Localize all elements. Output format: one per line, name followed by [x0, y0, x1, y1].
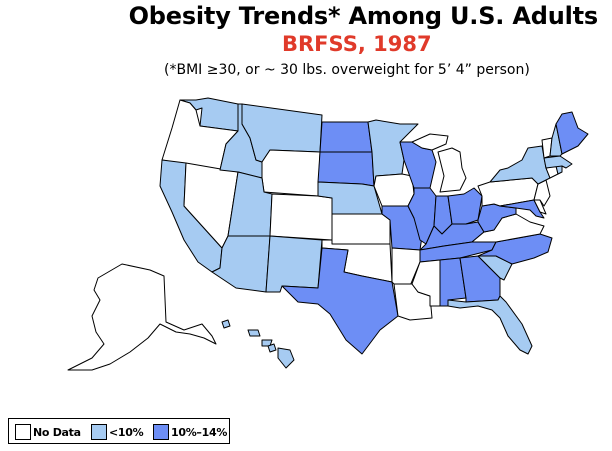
state-IA[interactable]: [373, 173, 415, 207]
legend-item-10-14: 10%–14%: [153, 424, 227, 440]
state-AK[interactable]: [67, 263, 217, 371]
state-HI[interactable]: [221, 319, 295, 369]
state-MA[interactable]: [543, 155, 573, 169]
bmi-footnote: (*BMI ≥30, or ~ 30 lbs. overweight for 5…: [164, 62, 530, 78]
state-NY[interactable]: [489, 145, 551, 185]
state-ME[interactable]: [555, 111, 589, 155]
state-KS[interactable]: [331, 213, 391, 245]
map-title: Obesity Trends* Among U.S. Adults: [128, 2, 599, 30]
legend-label-no-data: No Data: [33, 425, 81, 439]
state-CO[interactable]: [269, 193, 333, 241]
state-SD[interactable]: [317, 151, 375, 187]
state-FL[interactable]: [447, 295, 533, 355]
state-TX[interactable]: [281, 247, 399, 355]
state-MI[interactable]: [411, 133, 467, 193]
legend-swatch-lt10: [91, 424, 107, 440]
state-NH[interactable]: [549, 123, 563, 157]
legend-item-lt10: <10%: [91, 424, 144, 440]
state-NM[interactable]: [265, 235, 323, 293]
legend-swatch-10-14: [153, 424, 169, 440]
legend-item-no-data: No Data: [15, 424, 81, 440]
legend-label-lt10: <10%: [109, 425, 144, 439]
legend-swatch-no-data: [15, 424, 31, 440]
map-subtitle: BRFSS, 1987: [282, 32, 432, 56]
map-legend: No Data <10% 10%–14%: [8, 418, 230, 444]
state-IL[interactable]: [407, 187, 437, 245]
legend-label-10-14: 10%–14%: [171, 425, 228, 439]
state-ND[interactable]: [319, 121, 373, 153]
state-WY[interactable]: [261, 149, 321, 197]
state-OH[interactable]: [447, 187, 483, 225]
